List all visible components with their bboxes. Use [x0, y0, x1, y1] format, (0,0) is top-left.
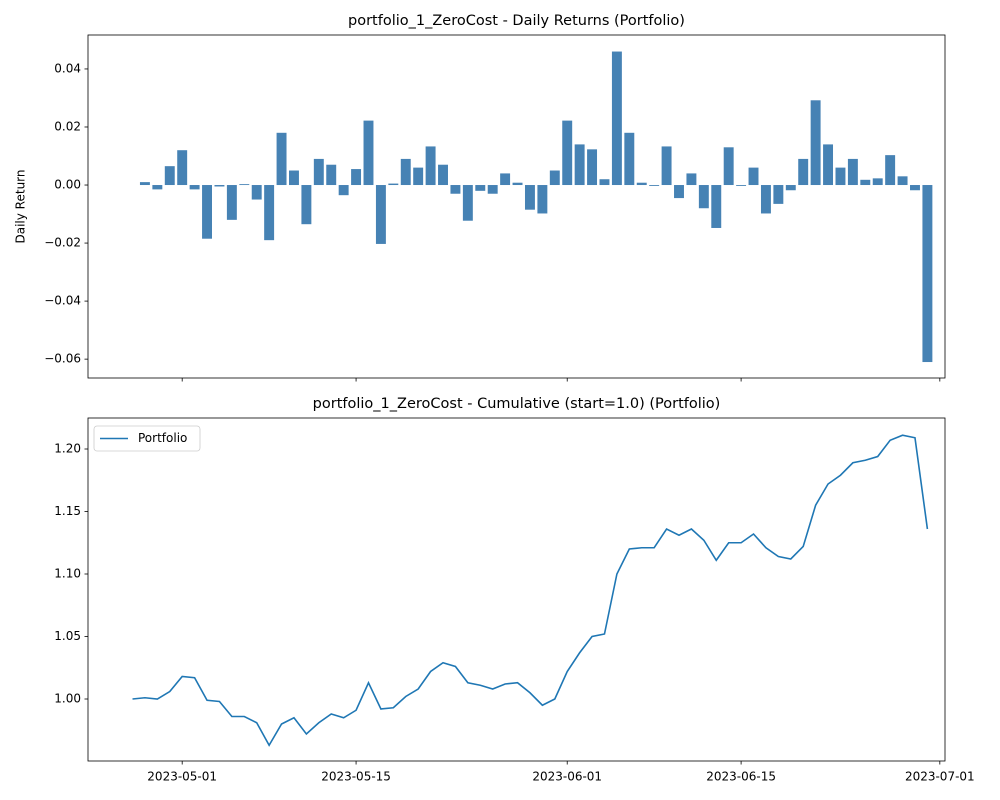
bar: [524, 185, 535, 210]
x-tick-label: 2023-06-15: [706, 770, 776, 784]
bar: [748, 167, 759, 186]
x-tick-label: 2023-05-15: [321, 770, 391, 784]
line-series: [132, 434, 929, 747]
legend-label: Portfolio: [138, 431, 187, 445]
bar: [425, 146, 436, 186]
bar: [872, 178, 883, 186]
bar: [475, 185, 486, 191]
bar: [450, 185, 461, 194]
y-tick-label: 0.02: [54, 119, 81, 133]
bar: [164, 166, 175, 186]
bar: [487, 185, 498, 194]
bar: [885, 155, 896, 186]
bar: [549, 170, 560, 186]
chart-title: portfolio_1_ZeroCost - Daily Returns (Po…: [348, 13, 685, 29]
bar: [289, 170, 299, 186]
y-tick-label: 1.00: [54, 692, 81, 706]
bar: [723, 147, 734, 186]
bar: [611, 51, 622, 186]
y-tick-label: 0.04: [54, 61, 81, 75]
bar: [736, 185, 747, 186]
bar: [375, 185, 386, 244]
y-tick-label: 0.00: [54, 178, 81, 192]
bar: [847, 158, 858, 186]
bar: [562, 120, 573, 186]
bar: [438, 164, 448, 186]
bar: [686, 173, 697, 186]
bar: [177, 150, 188, 186]
bar: [512, 182, 523, 186]
bar: [711, 185, 722, 228]
bar: [537, 185, 548, 214]
bar: [326, 164, 337, 186]
bar: [202, 185, 212, 239]
bar: [226, 185, 237, 220]
bar: [388, 183, 399, 186]
bar: [698, 185, 709, 209]
bar: [661, 146, 672, 186]
legend-box: [93, 425, 201, 452]
bar: [785, 185, 796, 191]
y-axis-label: Daily Return: [14, 170, 28, 244]
bar: [139, 182, 150, 186]
bar: [636, 182, 647, 186]
axes-frame: [87, 417, 946, 762]
bar: [214, 185, 225, 187]
bar: [860, 179, 871, 186]
bar: [400, 158, 411, 186]
bar: [624, 132, 635, 186]
y-tick-label: 1.05: [54, 629, 81, 643]
bar: [351, 169, 362, 186]
chart-title: portfolio_1_ZeroCost - Cumulative (start…: [313, 396, 721, 412]
bar: [587, 149, 598, 186]
bar: [674, 185, 684, 199]
y-tick-label: −0.04: [44, 294, 81, 308]
bar: [835, 167, 846, 186]
y-tick-label: 1.10: [54, 567, 81, 581]
bar: [649, 185, 660, 186]
bar: [810, 100, 821, 186]
y-tick-label: 1.20: [54, 442, 81, 456]
bar: [500, 173, 511, 186]
y-tick-label: −0.06: [44, 352, 81, 366]
bar: [798, 158, 809, 186]
bar: [313, 158, 324, 186]
bar: [897, 176, 908, 186]
bar: [922, 185, 933, 363]
x-tick-label: 2023-07-01: [905, 770, 975, 784]
y-tick-label: −0.02: [44, 236, 81, 250]
bar: [910, 185, 920, 191]
bar: [363, 120, 374, 186]
y-tick-label: 1.15: [54, 504, 81, 518]
bar: [823, 144, 834, 186]
bar: [251, 185, 262, 200]
bar: [338, 185, 349, 196]
x-tick-label: 2023-06-01: [532, 770, 602, 784]
bar: [239, 184, 250, 186]
bar: [189, 185, 200, 190]
bar: [276, 132, 287, 186]
bar: [462, 185, 473, 221]
bar: [264, 185, 275, 241]
bar: [574, 144, 585, 186]
x-tick-label: 2023-05-01: [147, 770, 217, 784]
bar: [760, 185, 771, 214]
bar: [152, 185, 163, 190]
axes-frame: [87, 34, 946, 379]
bar: [599, 179, 610, 186]
bar: [301, 185, 312, 225]
bar: [773, 185, 784, 204]
bar: [413, 167, 424, 186]
